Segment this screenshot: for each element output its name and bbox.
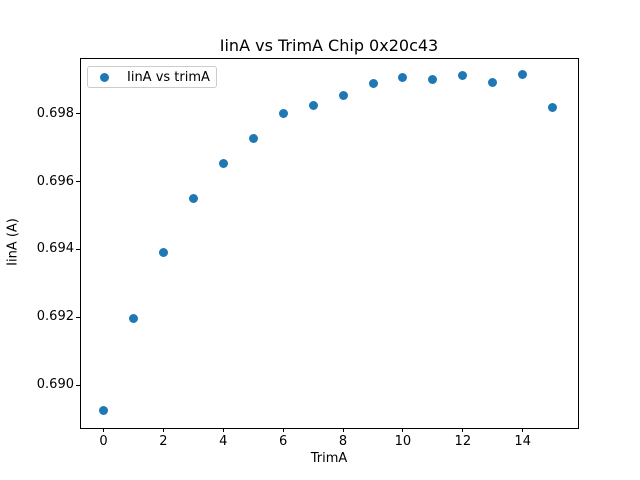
y-tick-label: 0.690 xyxy=(36,377,74,393)
data-point xyxy=(128,314,138,324)
x-tick-mark xyxy=(162,428,164,432)
x-tick-mark xyxy=(222,428,224,432)
x-tick-mark xyxy=(402,428,404,432)
x-tick-label: 6 xyxy=(279,434,288,449)
x-axis-label: TrimA xyxy=(310,451,348,466)
data-point xyxy=(99,405,109,415)
legend-marker-dot-icon xyxy=(100,72,109,82)
data-point xyxy=(398,72,408,82)
data-point xyxy=(158,247,168,257)
x-tick-label: 2 xyxy=(159,434,168,449)
y-tick-label: 0.698 xyxy=(36,105,74,121)
data-point xyxy=(428,75,438,85)
legend-label: IinA vs trimA xyxy=(127,69,210,85)
x-tick-mark xyxy=(103,428,105,432)
data-point xyxy=(458,71,468,81)
x-tick-label: 0 xyxy=(99,434,108,449)
data-point xyxy=(248,134,258,144)
plot-area xyxy=(80,58,579,429)
data-point xyxy=(368,79,378,89)
x-tick-label: 10 xyxy=(394,434,412,449)
y-tick-label: 0.696 xyxy=(36,173,74,189)
data-point xyxy=(308,101,318,111)
y-tick-label: 0.692 xyxy=(36,309,74,325)
y-tick-mark xyxy=(76,113,80,115)
y-axis-label: IinA (A) xyxy=(5,218,21,266)
x-tick-label: 8 xyxy=(338,434,348,449)
legend: IinA vs trimA xyxy=(87,66,217,88)
y-tick-mark xyxy=(76,316,80,318)
data-point xyxy=(218,159,228,169)
x-tick-label: 12 xyxy=(454,434,472,449)
data-point xyxy=(548,103,558,113)
x-tick-label: 4 xyxy=(219,434,228,449)
x-tick-mark xyxy=(342,428,344,432)
y-tick-mark xyxy=(76,181,80,183)
y-tick-mark xyxy=(76,248,80,250)
x-tick-mark xyxy=(282,428,284,432)
x-tick-mark xyxy=(522,428,524,432)
data-point xyxy=(338,91,348,101)
x-tick-label: 14 xyxy=(514,434,531,449)
data-point xyxy=(188,194,198,204)
y-tick-label: 0.694 xyxy=(36,241,74,257)
data-point xyxy=(488,78,498,88)
chart-title: IinA vs TrimA Chip 0x20c43 xyxy=(219,36,439,55)
y-tick-mark xyxy=(76,384,80,386)
data-point xyxy=(278,109,288,119)
data-point xyxy=(518,70,528,80)
x-tick-mark xyxy=(462,428,464,432)
